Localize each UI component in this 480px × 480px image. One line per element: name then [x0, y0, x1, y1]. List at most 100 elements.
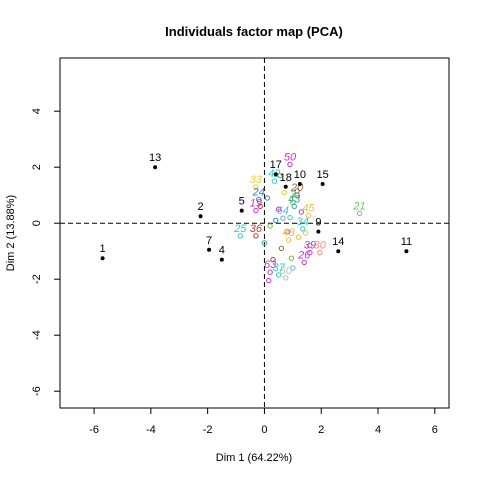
supplementary-individuals: 5042332032443192145643425364839302663603…: [233, 151, 366, 281]
y-tick-label: -2: [31, 274, 43, 284]
cluster-marker: [257, 203, 263, 210]
cluster-marker: [275, 206, 282, 212]
active-point-label: 2: [197, 201, 203, 213]
active-point: [100, 256, 105, 261]
supplementary-point-label: 30: [314, 240, 327, 252]
active-point: [153, 165, 158, 170]
supplementary-point: [291, 203, 297, 210]
y-tick-label: 0: [31, 220, 43, 226]
active-point-label: 9: [315, 217, 321, 229]
supplementary-point-label: 21: [352, 200, 365, 212]
y-tick-label: -4: [31, 330, 43, 340]
supplementary-point: [301, 259, 307, 266]
cluster-marker: [278, 245, 285, 252]
cluster-marker: [264, 195, 270, 201]
active-point: [336, 249, 341, 254]
active-point: [198, 214, 203, 219]
active-point-label: 11: [401, 236, 412, 248]
supplementary-point-label: 64: [277, 205, 289, 217]
active-point-label: 10: [294, 169, 306, 181]
supplementary-point-label: 33: [250, 174, 263, 186]
supplementary-point: [317, 249, 323, 256]
x-axis-label: Dim 1 (64.22%): [216, 452, 292, 464]
supplementary-point-label: 45: [302, 202, 315, 214]
supplementary-point: [307, 249, 313, 256]
supplementary-point: [294, 192, 300, 198]
active-point-label: 14: [332, 236, 344, 248]
supplementary-point: [287, 161, 293, 168]
supplementary-point: [300, 226, 306, 232]
active-point: [219, 257, 224, 262]
x-tick-label: -6: [89, 424, 99, 436]
cluster-marker: [298, 209, 305, 215]
supplementary-point: [356, 210, 363, 217]
supplementary-point-label: 37: [273, 262, 286, 274]
active-point-label: 18: [280, 172, 292, 184]
supplementary-point-label: 34: [297, 216, 309, 228]
y-tick-label: 4: [31, 108, 43, 114]
active-point: [207, 247, 212, 252]
active-point: [404, 249, 409, 254]
cluster-marker: [284, 228, 290, 235]
supplementary-point: [271, 178, 278, 184]
x-tick-label: -2: [203, 424, 213, 436]
x-tick-label: 2: [318, 424, 324, 436]
supplementary-point: [237, 233, 244, 239]
x-tick-label: 6: [432, 424, 438, 436]
supplementary-point: [280, 215, 286, 221]
supplementary-point-label: 25: [233, 223, 247, 235]
supplementary-point: [275, 272, 282, 278]
supplementary-point-label: 39: [304, 240, 316, 252]
x-tick-label: 0: [261, 424, 267, 436]
cluster-marker: [267, 223, 273, 229]
cluster-marker: [270, 256, 276, 263]
supplementary-point-label: 36: [250, 223, 263, 235]
active-point: [316, 229, 321, 234]
cluster-marker: [265, 277, 272, 284]
cluster-marker: [302, 230, 309, 236]
active-point-label: 13: [149, 152, 161, 164]
supplementary-point-label: 24: [252, 186, 265, 198]
cluster-marker: [273, 217, 279, 224]
supplementary-point-label: 26: [297, 249, 311, 261]
supplementary-point: [253, 233, 259, 239]
supplementary-marker-cluster: [257, 172, 313, 284]
active-point-label: 5: [239, 196, 245, 208]
active-point-label: 15: [317, 169, 329, 181]
supplementary-point-label: 3: [290, 189, 297, 201]
supplementary-point-label: 19: [250, 198, 262, 210]
supplementary-point: [267, 269, 273, 275]
active-point: [283, 184, 288, 189]
supplementary-point: [283, 275, 289, 281]
active-point-label: 4: [219, 245, 225, 257]
cluster-marker: [261, 240, 268, 246]
active-point: [273, 172, 278, 177]
x-tick-label: 4: [375, 424, 381, 436]
active-point: [239, 208, 244, 213]
supplementary-point-label: 43: [288, 193, 301, 205]
supplementary-point: [253, 207, 259, 214]
active-point: [297, 182, 302, 186]
plot-frame: [59, 57, 450, 409]
x-tick-label: -4: [146, 424, 156, 436]
x-axis-ticks: -6 -4 -2 0 2 4 6: [89, 408, 438, 436]
supplementary-point-label: 50: [284, 151, 297, 163]
cluster-marker: [277, 172, 283, 179]
cluster-marker: [288, 255, 295, 261]
y-tick-label: -6: [31, 386, 43, 396]
supplementary-point-label: 60: [280, 265, 293, 277]
cluster-marker: [307, 242, 313, 249]
active-point-label: 17: [270, 159, 282, 171]
cluster-marker: [290, 265, 296, 271]
supplementary-point: [285, 237, 292, 243]
supplementary-point-label: 63: [264, 259, 277, 271]
supplementary-point-label: 48: [282, 227, 295, 239]
cluster-marker: [287, 214, 293, 221]
supplementary-point: [253, 184, 259, 190]
supplementary-point: [256, 196, 262, 203]
y-axis-ticks: -6 -4 -2 0 2 4: [31, 108, 60, 396]
supplementary-point: [305, 212, 312, 219]
y-axis-label: Dim 2 (13.88%): [5, 195, 17, 271]
